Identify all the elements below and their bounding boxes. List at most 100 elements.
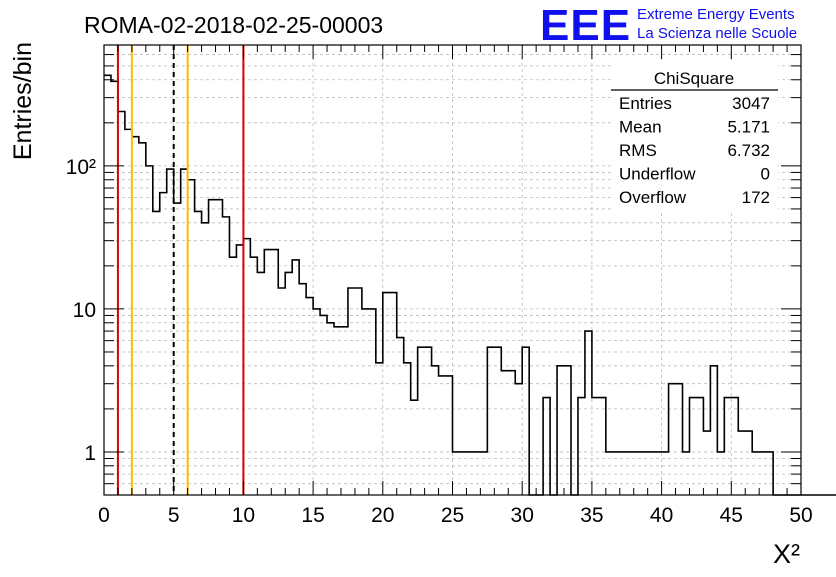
histogram-bin (439, 376, 446, 495)
histogram-bin (369, 309, 376, 495)
x-tick-label: 0 (98, 504, 110, 527)
histogram-bin (209, 200, 216, 495)
y-axis-label: Entries/bin (9, 42, 37, 160)
stats-rows: Entries 3047 Mean 5.171 RMS 6.732 Underflow 0 Ov… (619, 94, 770, 207)
histogram-bin (292, 260, 299, 495)
stats-value: 0 (761, 165, 770, 184)
histogram-bin (202, 223, 209, 495)
histogram-bin (188, 180, 195, 495)
stats-label: Overflow (619, 188, 687, 207)
histogram-series (104, 74, 836, 496)
histogram-bin (564, 366, 571, 495)
histogram-bin (104, 75, 111, 495)
logo-line-1: Extreme Energy Events (637, 6, 795, 23)
histogram-bin (278, 288, 285, 495)
histogram-bin (418, 347, 425, 495)
histogram-bin (592, 398, 599, 495)
histogram-bin (195, 211, 202, 495)
eee-logo: EEE Extreme Energy Events La Scienza nel… (540, 1, 797, 50)
histogram-bin (306, 298, 313, 495)
histogram-bin (139, 143, 146, 495)
x-tick-label: 20 (371, 504, 394, 527)
x-tick-label: 10 (232, 504, 255, 527)
histogram-bin (376, 363, 383, 495)
histogram-bin (522, 347, 529, 495)
histogram-bin (515, 384, 522, 495)
histogram-bin (118, 111, 125, 495)
stats-value: 3047 (732, 94, 770, 113)
histogram-bin (355, 288, 362, 495)
histogram-bin (494, 347, 501, 495)
x-tick-label: 5 (168, 504, 180, 527)
histogram-bin (167, 169, 174, 495)
x-tick-label: 50 (789, 504, 812, 527)
histogram-bin (146, 166, 153, 495)
stats-title: ChiSquare (654, 69, 734, 88)
histogram-bin (543, 398, 550, 495)
histogram-bin (411, 400, 418, 495)
stats-box-bg (611, 63, 778, 211)
x-tick-label: 45 (720, 504, 743, 527)
y-tick-labels: 1 10 10² (66, 156, 96, 465)
histogram-bin (404, 363, 411, 495)
x-tick-labels: 0 5 10 15 20 25 30 35 40 45 50 (98, 504, 813, 527)
stats-value: 172 (742, 188, 770, 207)
histogram-bin (446, 376, 453, 495)
x-tick-label: 40 (650, 504, 673, 527)
logo-line-2: La Scienza nelle Scuole (637, 25, 797, 42)
histogram-bin (320, 315, 327, 495)
histogram-bin (111, 81, 118, 495)
histogram-bin (229, 257, 236, 495)
stats-label: RMS (619, 141, 657, 160)
histogram-bin (222, 217, 229, 495)
histogram-bin (153, 211, 160, 495)
histogram-bin (585, 331, 592, 495)
stats-value: 6.732 (727, 141, 770, 160)
y-tick-label: 10 (73, 299, 96, 322)
histogram-bin (362, 309, 369, 495)
x-tick-label: 25 (441, 504, 464, 527)
x-tick-label: 30 (511, 504, 534, 527)
histogram-outline (104, 74, 836, 496)
y-tick-label: 10² (66, 156, 96, 179)
histogram-bin (432, 366, 439, 495)
x-tick-label: 35 (580, 504, 603, 527)
histogram-bin (745, 431, 752, 495)
x-axis-label: X² (773, 539, 800, 569)
histogram-bin (703, 431, 710, 495)
histogram-bin (578, 398, 585, 495)
histogram-bin (243, 239, 250, 495)
x-tick-label: 15 (301, 504, 324, 527)
histogram-bin (348, 288, 355, 495)
stats-label: Underflow (619, 165, 696, 184)
histogram-bin (313, 309, 320, 495)
threshold-lines (116, 45, 245, 495)
histogram-bin (425, 347, 432, 495)
stats-label: Entries (619, 94, 672, 113)
histogram-bin (397, 338, 404, 495)
histogram-bin (250, 257, 257, 495)
histogram-bin (174, 203, 181, 495)
axis-ticks (103, 45, 802, 495)
histogram-bin (738, 431, 745, 495)
histogram-bin (236, 245, 243, 495)
stats-label: Mean (619, 118, 662, 137)
histogram-bin (487, 347, 494, 495)
histogram-bin (181, 169, 188, 495)
histogram-bin (501, 371, 508, 495)
histogram-bin (689, 398, 696, 495)
histogram-bin (731, 398, 738, 495)
histogram-bin (669, 384, 676, 495)
histogram-bin (508, 371, 515, 495)
logo-mark: EEE (540, 1, 631, 50)
histogram-bin (160, 193, 167, 495)
stats-value: 5.171 (727, 118, 770, 137)
histogram-bin (557, 366, 564, 495)
histogram-bin (676, 384, 683, 495)
histogram-bin (599, 398, 606, 495)
histogram-bin (710, 366, 717, 495)
histogram-bin (696, 398, 703, 495)
histogram-bin (216, 200, 223, 495)
